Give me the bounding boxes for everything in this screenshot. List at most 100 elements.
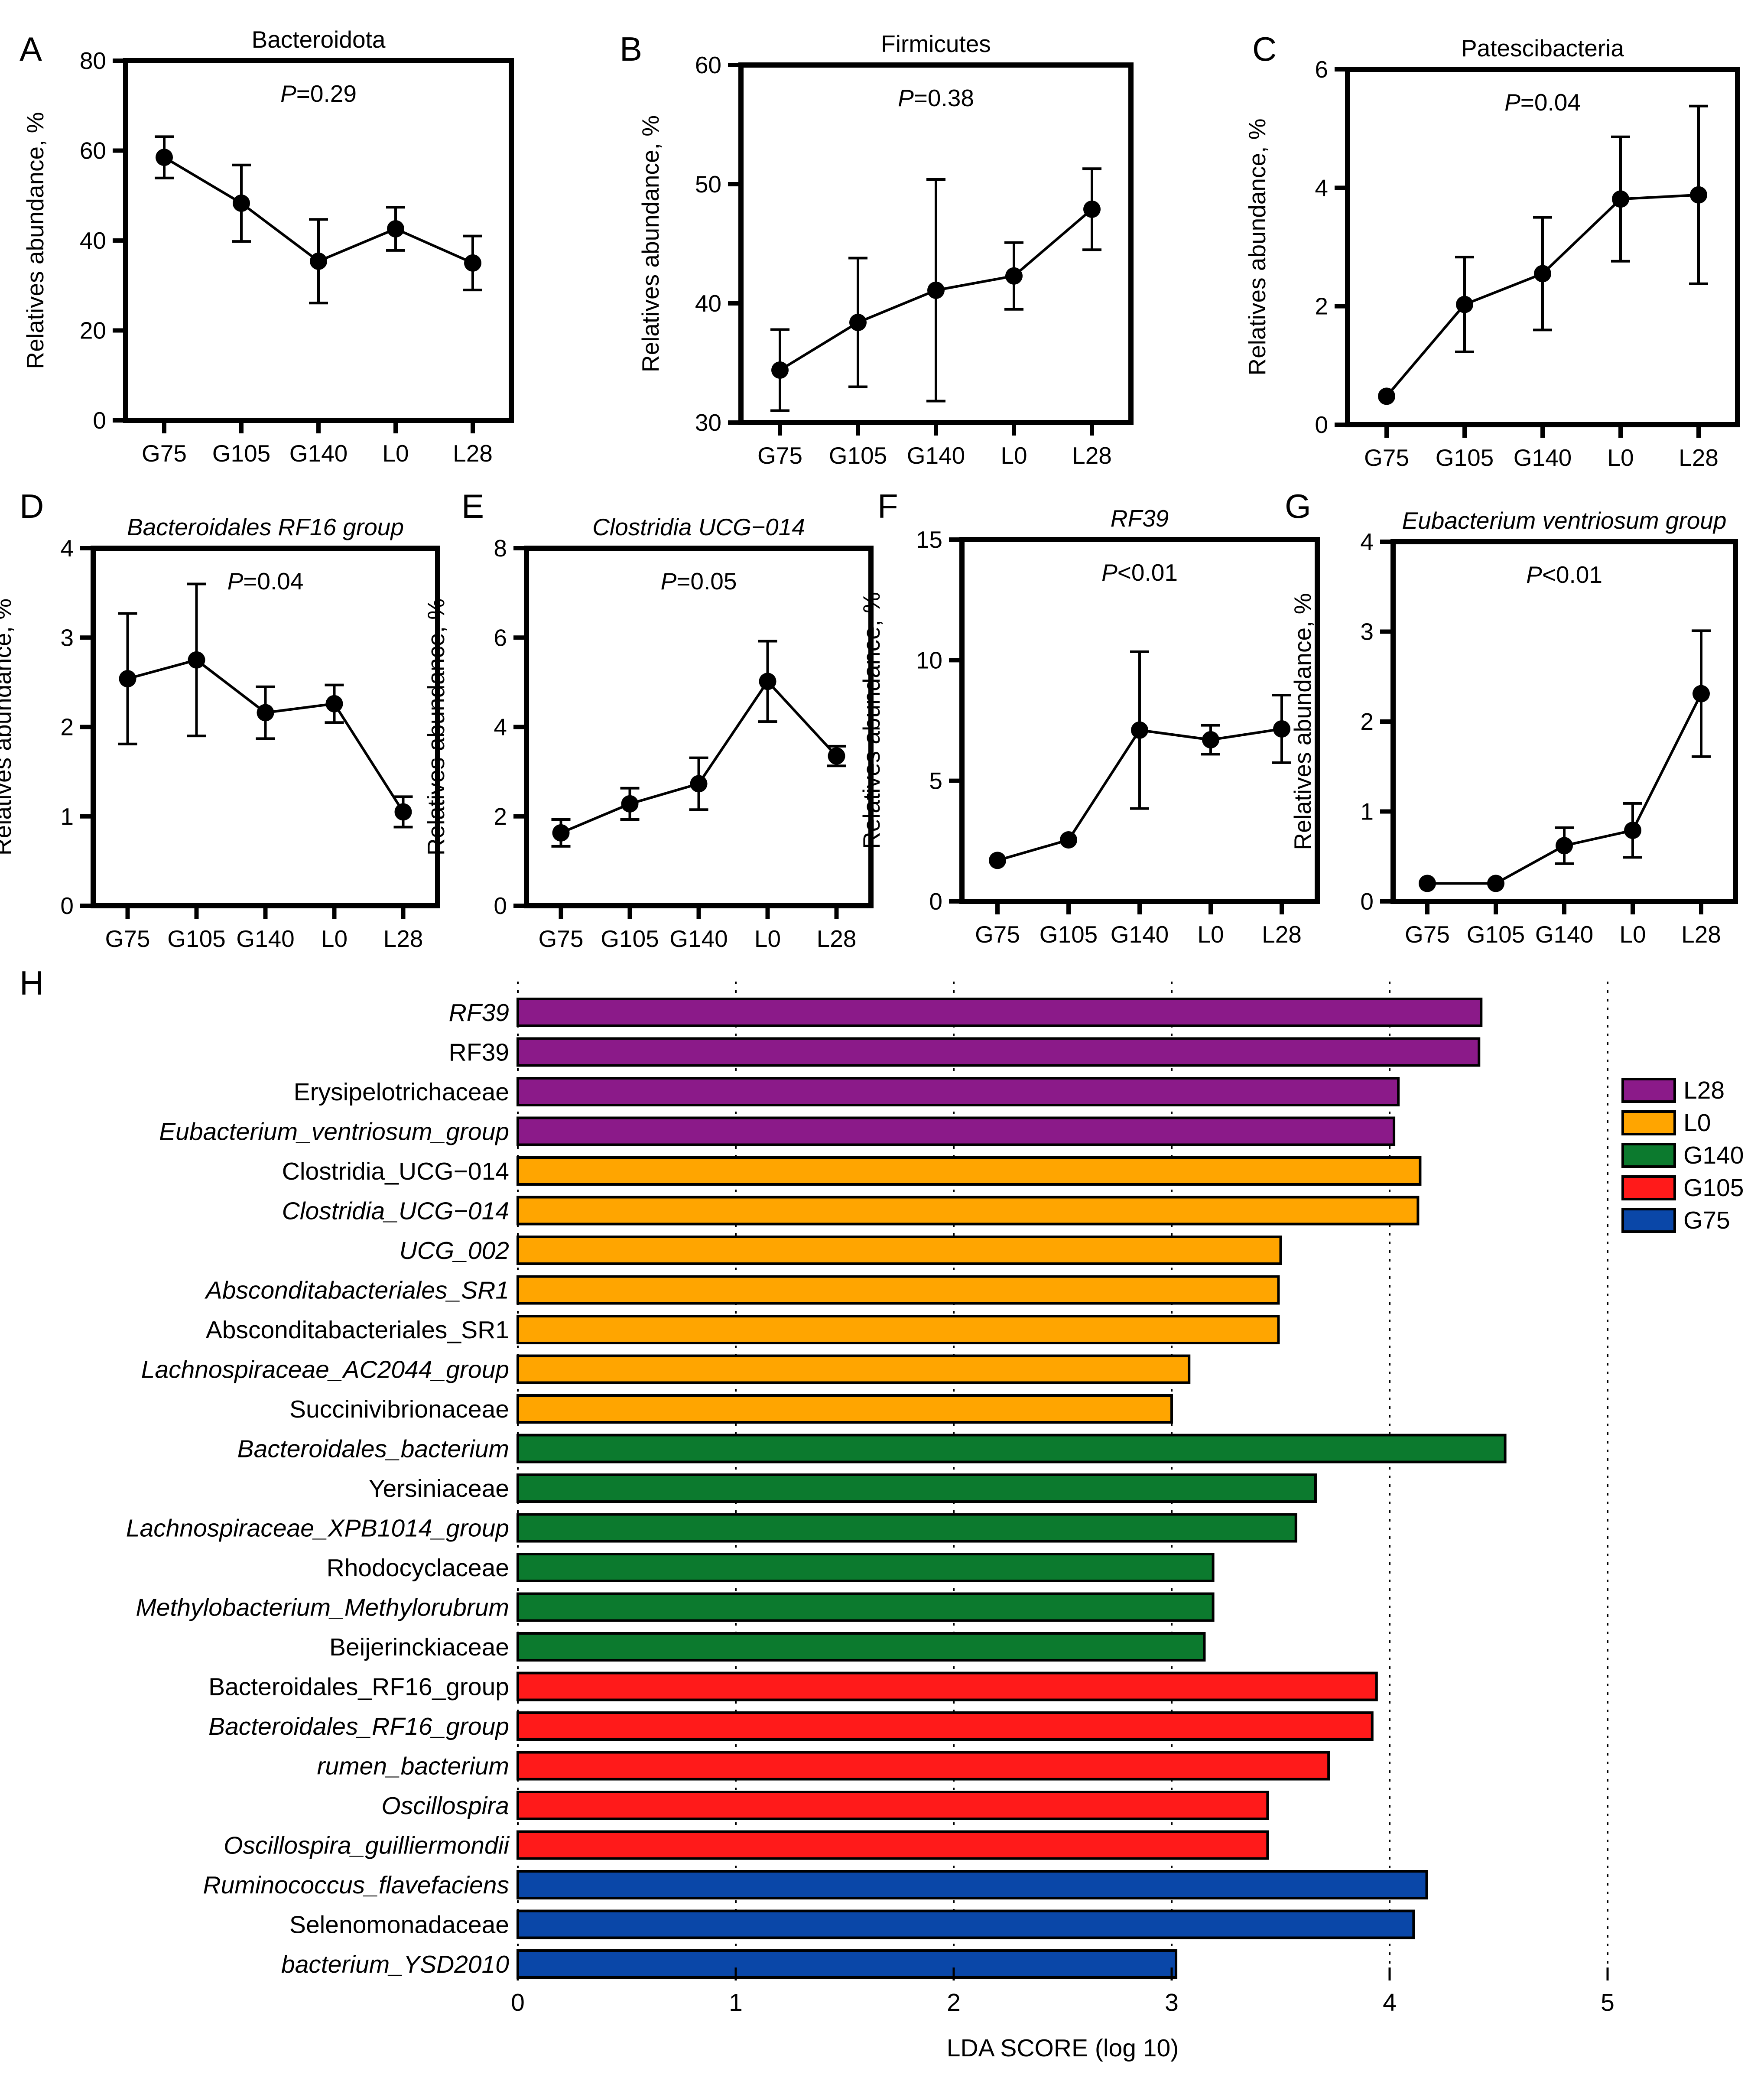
y-tick-label-c: 0 bbox=[1315, 411, 1328, 438]
lda-bar-label: Bacteroidales_RF16_group bbox=[208, 1673, 509, 1701]
panel-letter-e: E bbox=[461, 487, 484, 525]
lda-bar-label: UCG_002 bbox=[400, 1237, 509, 1265]
lda-bar-label: Methylobacterium_Methylorubrum bbox=[136, 1594, 509, 1622]
lda-bar-l28 bbox=[517, 1037, 1481, 1067]
lda-bar-label: RF39 bbox=[449, 999, 509, 1027]
p-value-symbol-g: P bbox=[1526, 561, 1542, 588]
y-tick-label-e: 8 bbox=[494, 535, 507, 562]
lda-bar-g140 bbox=[517, 1632, 1206, 1662]
legend-swatch-g75 bbox=[1621, 1208, 1676, 1233]
x-tick-label-b: L0 bbox=[1001, 442, 1027, 469]
y-tick-label-b: 50 bbox=[695, 171, 721, 198]
lda-bar-label: Absconditabacteriales_SR1 bbox=[205, 1277, 509, 1304]
lda-bar-label: Clostridia_UCG−014 bbox=[282, 1158, 509, 1185]
data-point-c bbox=[1690, 186, 1707, 204]
panel-title-d: Bacteroidales RF16 group bbox=[127, 514, 404, 540]
y-tick-label-e: 2 bbox=[494, 803, 507, 830]
y-tick-label-f: 5 bbox=[929, 767, 942, 794]
lda-bar-label: RF39 bbox=[449, 1039, 509, 1067]
data-point-f bbox=[1060, 831, 1077, 849]
lda-x-tick-label: 2 bbox=[947, 1989, 961, 2016]
p-value-symbol-c: P bbox=[1504, 89, 1520, 116]
x-tick-label-f: G105 bbox=[1040, 921, 1098, 948]
p-value-symbol-a: P bbox=[280, 80, 296, 107]
panel-letter-c: C bbox=[1252, 30, 1277, 68]
x-tick-label-b: G140 bbox=[907, 442, 965, 469]
data-point-a bbox=[233, 194, 250, 212]
y-tick-label-d: 1 bbox=[60, 803, 74, 830]
lda-bar-g140 bbox=[517, 1553, 1215, 1582]
x-tick-label-f: L0 bbox=[1197, 921, 1224, 948]
x-tick-label-a: G140 bbox=[289, 440, 348, 467]
x-tick-label-g: G75 bbox=[1405, 921, 1450, 948]
panel-b: B Firmicutes P=0.38 30 40 50 60 G75 G105 G140 L0 L2… bbox=[620, 30, 1134, 469]
data-point-f bbox=[1273, 720, 1290, 738]
lda-bar-label: Lachnospiraceae_AC2044_group bbox=[141, 1356, 509, 1384]
x-tick-label-e: G75 bbox=[539, 925, 584, 952]
lda-bar-g140 bbox=[517, 1434, 1507, 1463]
panel-title-e: Clostridia UCG−014 bbox=[592, 514, 805, 540]
data-point-e bbox=[621, 795, 639, 813]
data-point-g bbox=[1556, 837, 1573, 855]
x-tick-label-c: G105 bbox=[1436, 444, 1494, 471]
data-point-f bbox=[1202, 731, 1219, 749]
y-tick-label-e: 6 bbox=[494, 624, 507, 651]
y-tick-label-g: 0 bbox=[1360, 888, 1374, 915]
x-tick-label-f: G75 bbox=[975, 921, 1020, 948]
lda-bar-l28 bbox=[517, 1116, 1396, 1146]
p-value-text-a: =0.29 bbox=[296, 80, 357, 107]
p-value-text-g: <0.01 bbox=[1542, 561, 1602, 588]
lda-bar-label: Erysipelotrichaceae bbox=[294, 1078, 509, 1106]
lda-bar-l28 bbox=[517, 1077, 1400, 1106]
p-value-e: P=0.05 bbox=[661, 568, 737, 595]
lda-bar-label: Rhodocyclaceae bbox=[327, 1554, 509, 1582]
p-value-text-e: =0.05 bbox=[676, 568, 737, 595]
data-point-b bbox=[771, 361, 789, 379]
y-tick-label-d: 0 bbox=[60, 892, 74, 919]
lda-bar-l0 bbox=[517, 1354, 1191, 1384]
lda-bar-label: Eubacterium_ventriosum_group bbox=[159, 1118, 509, 1146]
lda-bar-label: Yersiniaceae bbox=[369, 1475, 509, 1502]
x-tick-label-d: G105 bbox=[167, 925, 226, 952]
data-point-b bbox=[849, 314, 867, 331]
lda-bar-g105 bbox=[517, 1711, 1374, 1741]
x-tick-label-g: G140 bbox=[1535, 921, 1594, 948]
p-value-symbol-d: P bbox=[227, 568, 244, 595]
panel-title-a: Bacteroidota bbox=[252, 26, 386, 53]
lda-x-tick-label: 1 bbox=[729, 1989, 743, 2016]
p-value-d: P=0.04 bbox=[227, 568, 304, 595]
data-point-e bbox=[828, 747, 845, 765]
legend-swatch-l0 bbox=[1621, 1110, 1676, 1135]
data-point-d bbox=[257, 704, 274, 722]
p-value-symbol-f: P bbox=[1101, 559, 1118, 586]
panel-a: A Bacteroidota P=0.29 0 20 40 60 80 G75 G105 G140 L… bbox=[19, 26, 514, 467]
lda-x-tick-label: 5 bbox=[1601, 1989, 1615, 2016]
legend-swatch-l28 bbox=[1621, 1078, 1676, 1103]
x-tick-label-f: G140 bbox=[1111, 921, 1169, 948]
data-point-e bbox=[552, 824, 570, 842]
plot-frame-e bbox=[524, 546, 874, 908]
lda-x-axis-label: LDA SCORE (log 10) bbox=[947, 2034, 1179, 2062]
lda-bar-label: Bacteroidales_RF16_group bbox=[208, 1713, 509, 1740]
data-point-g bbox=[1419, 875, 1436, 892]
lda-bar-l28 bbox=[517, 998, 1483, 1027]
x-tick-label-d: G75 bbox=[105, 925, 150, 952]
lda-bar-label: Oscillospira_guilliermondii bbox=[224, 1832, 510, 1860]
panel-letter-H: H bbox=[19, 964, 44, 1002]
legend-swatch-g140 bbox=[1621, 1143, 1676, 1168]
x-tick-label-c: G75 bbox=[1364, 444, 1409, 471]
legend-swatch-g105 bbox=[1621, 1175, 1676, 1200]
data-point-e bbox=[690, 775, 708, 793]
lda-bar-g105 bbox=[517, 1830, 1269, 1860]
y-axis-label-e: Relatives abundance, % bbox=[422, 598, 449, 855]
y-tick-label-d: 2 bbox=[60, 714, 74, 741]
y-tick-label-d: 4 bbox=[60, 535, 74, 562]
data-point-d bbox=[325, 695, 343, 712]
lda-bar-l0 bbox=[517, 1315, 1280, 1344]
data-point-g bbox=[1624, 822, 1641, 839]
data-point-b bbox=[1005, 267, 1023, 285]
lda-bar-g75 bbox=[517, 1909, 1415, 1939]
y-tick-label-c: 4 bbox=[1315, 174, 1328, 201]
panel-letter-d: D bbox=[19, 487, 44, 525]
lda-x-tick-label: 0 bbox=[511, 1989, 525, 2016]
